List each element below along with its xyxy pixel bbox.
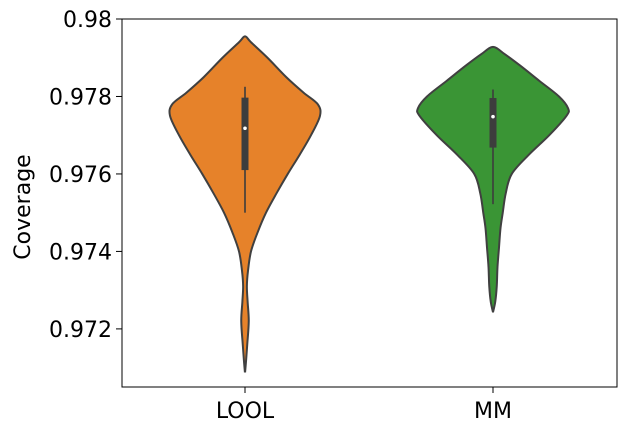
y-tick-label: 0.978 <box>49 85 112 110</box>
x-tick-label-lool: LOOL <box>216 399 275 424</box>
violin-lool <box>168 35 322 373</box>
median-point-mm <box>491 114 495 119</box>
y-tick-label: 0.974 <box>49 240 112 265</box>
y-axis-title: Coverage <box>11 154 36 259</box>
violin-mm <box>416 45 570 313</box>
y-tick-label: 0.98 <box>63 8 112 33</box>
x-tick-label-mm: MM <box>474 399 512 424</box>
x-axis: LOOL MM <box>216 387 512 424</box>
y-tick-label: 0.976 <box>49 163 112 188</box>
iqr-box-lool <box>241 97 249 171</box>
y-tick-label: 0.972 <box>49 318 112 343</box>
iqr-box-mm <box>489 98 497 148</box>
median-point-lool <box>243 126 247 131</box>
y-axis: 0.972 0.974 0.976 0.978 0.98 <box>49 8 122 343</box>
violins-layer <box>168 35 570 373</box>
plot-frame <box>121 18 618 388</box>
